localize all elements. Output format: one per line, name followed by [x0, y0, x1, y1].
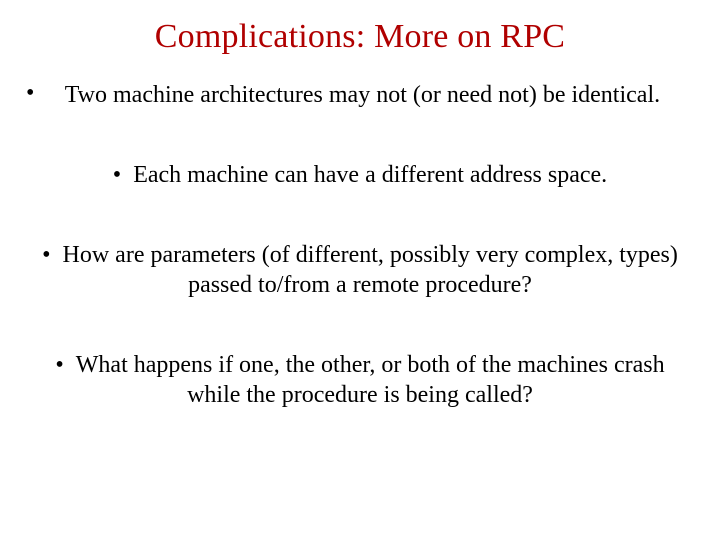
bullet-item: • What happens if one, the other, or bot…: [20, 350, 700, 410]
bullet-marker-icon: •: [26, 80, 34, 106]
bullet-marker-icon: •: [113, 162, 121, 188]
bullet-marker-icon: •: [42, 242, 50, 268]
bullet-item: • Each machine can have a different addr…: [20, 160, 700, 190]
bullet-text: What happens if one, the other, or both …: [76, 352, 665, 408]
bullet-text: How are parameters (of different, possib…: [63, 242, 678, 298]
bullet-marker-icon: •: [55, 352, 63, 378]
bullet-text: Two machine architectures may not (or ne…: [38, 80, 686, 110]
bullet-item: • Two machine architectures may not (or …: [20, 80, 700, 110]
slide-container: Complications: More on RPC • Two machine…: [0, 0, 720, 540]
slide-title: Complications: More on RPC: [20, 18, 700, 56]
bullet-item: • How are parameters (of different, poss…: [20, 240, 700, 300]
bullet-text: Each machine can have a different addres…: [133, 162, 607, 188]
